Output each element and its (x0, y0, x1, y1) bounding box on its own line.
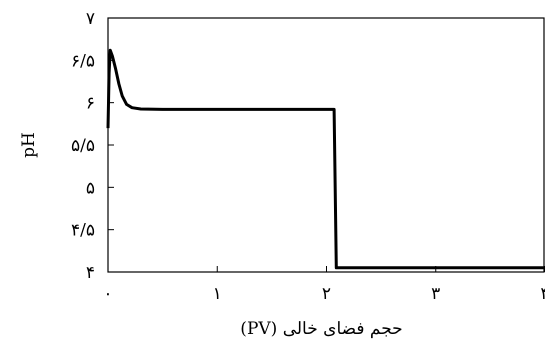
x-tick-label: ۰ (103, 284, 112, 304)
x-tick-label: ۱ (213, 284, 222, 304)
plot-frame (107, 17, 545, 273)
axis-tick-labels: ۰ ۱ ۲ ۳ ۴ ۴ ۴/۵ ۵ ۵/۵ ۶ ۶/۵ ۷ (71, 9, 545, 304)
y-tick-label: ۵/۵ (71, 136, 95, 156)
y-axis-title: pH (19, 132, 39, 158)
ph-series-line (106, 48, 545, 270)
x-axis-title: حجم فضای خالی (PV) (240, 319, 402, 339)
y-tick-label: ۴ (86, 263, 95, 283)
y-tick-label: ۶/۵ (71, 51, 95, 71)
y-tick-label: ۷ (86, 9, 95, 29)
x-tick-label: ۲ (322, 284, 331, 304)
data-series (106, 48, 545, 270)
y-tick-label: ۴/۵ (71, 221, 95, 241)
y-tick-label: ۶ (86, 94, 95, 114)
y-tick-label: ۵ (86, 178, 95, 198)
x-tick-label: ۳ (431, 284, 440, 304)
axis-ticks (107, 17, 545, 273)
x-tick-label: ۴ (540, 284, 545, 304)
plot-border (107, 17, 545, 273)
